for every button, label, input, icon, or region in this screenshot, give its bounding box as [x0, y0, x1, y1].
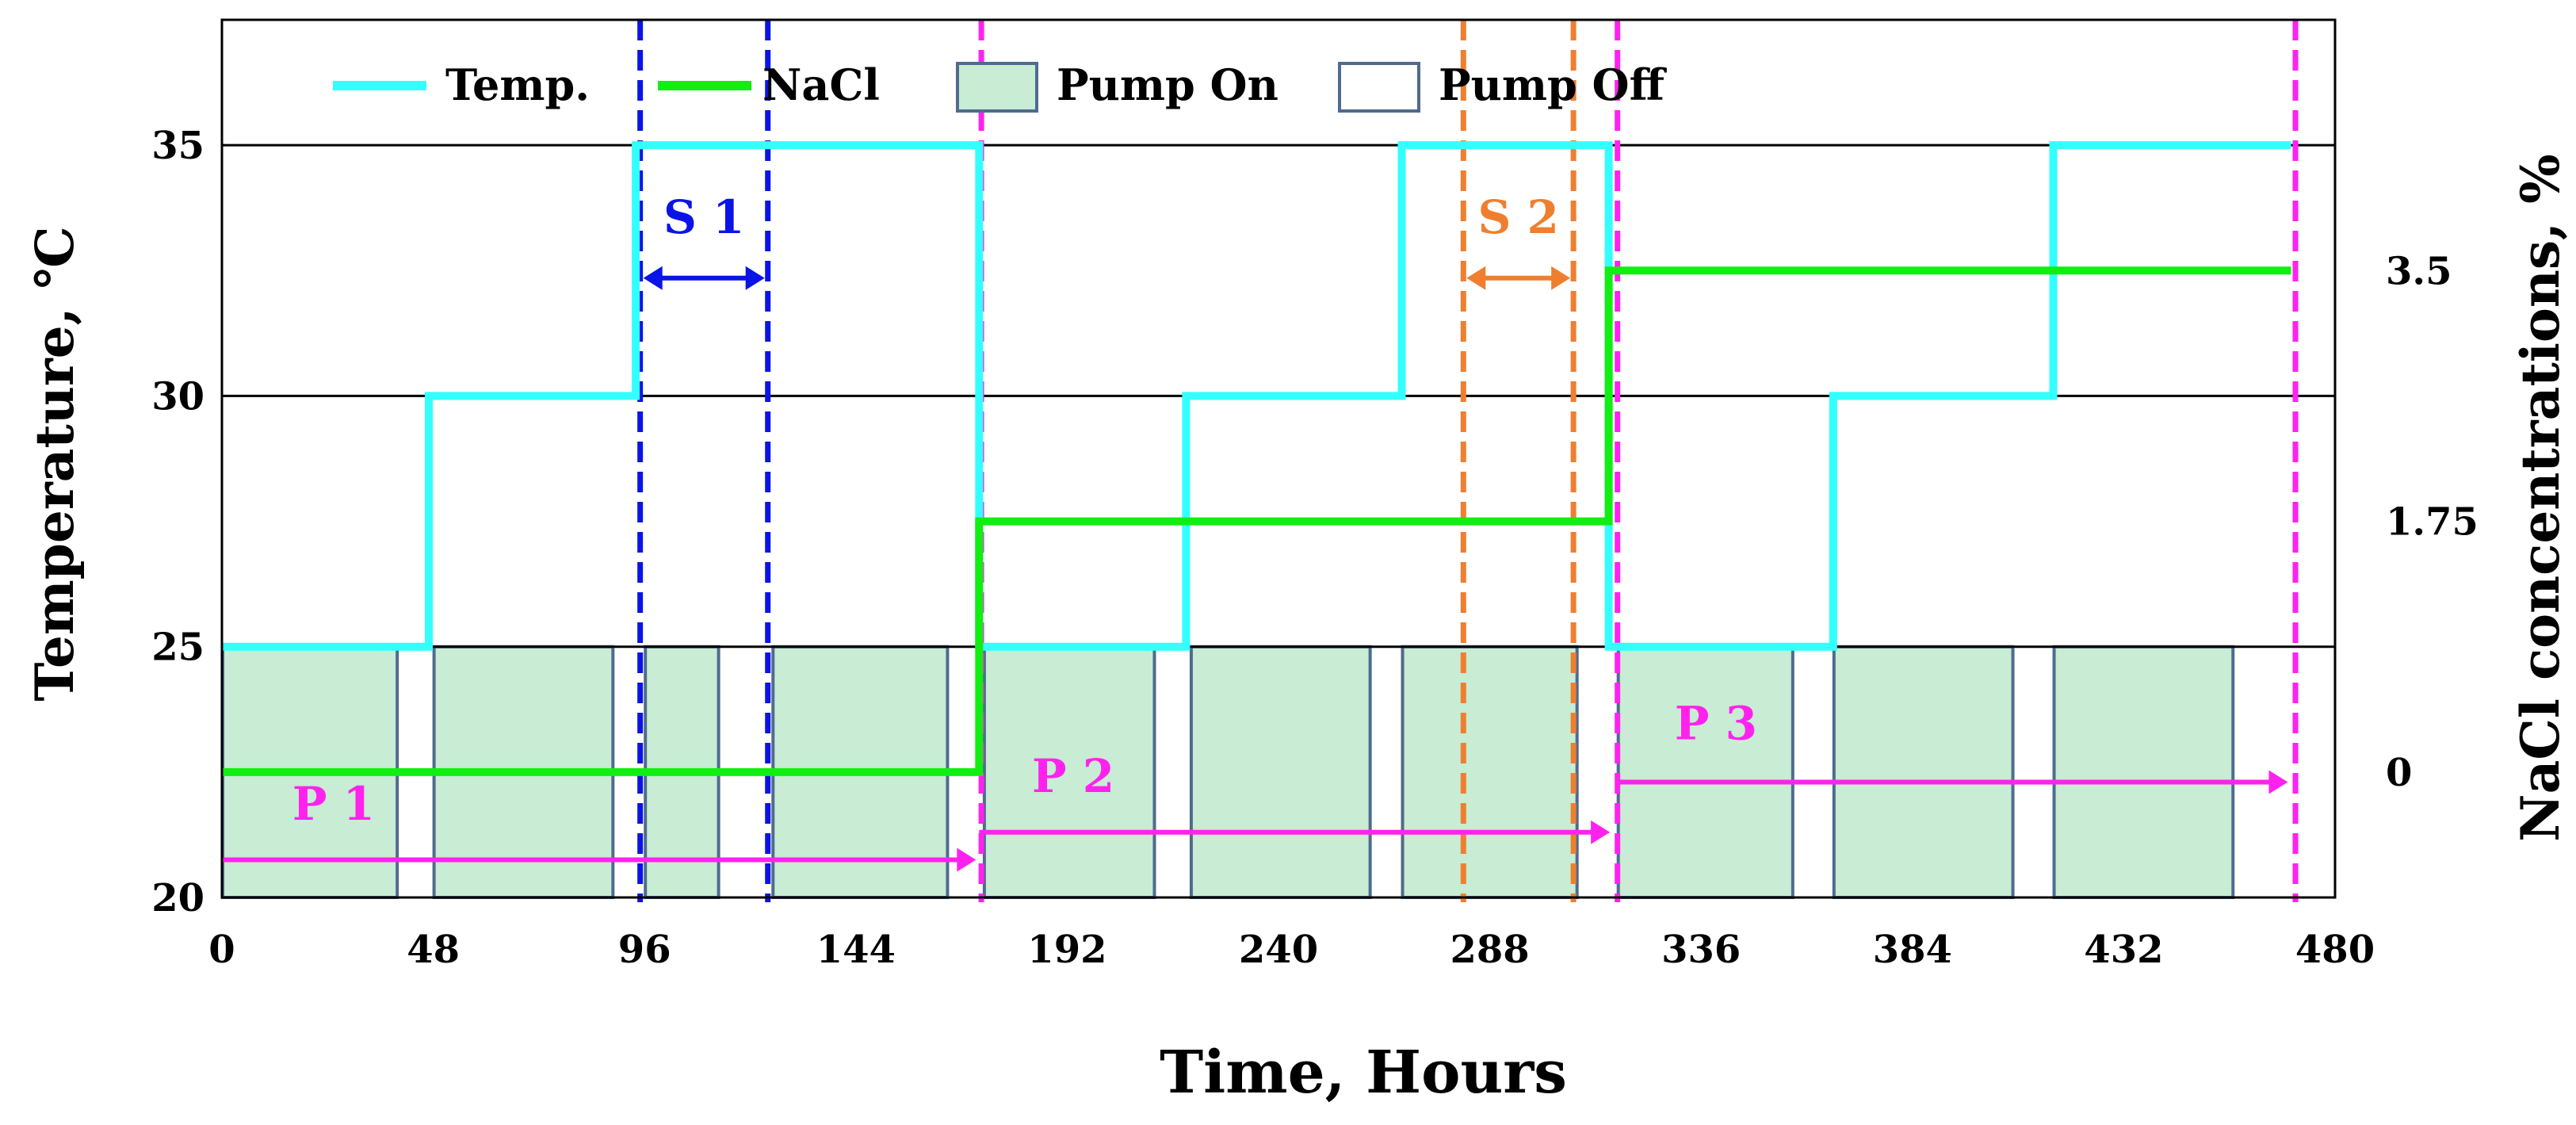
- s2-arrow-head-left: [1466, 266, 1486, 290]
- legend-nacl-label: NaCl: [762, 59, 880, 110]
- p1-arrow-head-right: [957, 848, 977, 872]
- legend: Temp. NaCl Pump On Pump Off: [333, 59, 1668, 113]
- p2-arrow-head-right: [1591, 820, 1611, 844]
- plot-frame: [220, 18, 2337, 899]
- legend-pump-on-label: Pump On: [1057, 59, 1278, 110]
- s1-arrow-head-right: [745, 266, 765, 290]
- x-tick-label-384: 384: [1873, 928, 1952, 972]
- s1-arrow-head-left: [643, 266, 663, 290]
- x-tick-labels: 0 48 96 144 192 240 288 336 384 432 480: [208, 928, 2375, 972]
- p2-label: P 2: [1032, 749, 1114, 803]
- x-tick-label-288: 288: [1450, 928, 1529, 972]
- legend-pump-off-label: Pump Off: [1439, 59, 1668, 110]
- y-tick-label-35: 35: [151, 124, 204, 168]
- pump-on-box-10: [2052, 645, 2235, 899]
- x-tick-label-0: 0: [208, 928, 235, 972]
- p3-label: P 3: [1675, 697, 1757, 751]
- y-tick-labels: 20 25 30 35: [151, 124, 204, 920]
- series-nacl-line: [222, 266, 2291, 776]
- pump-on-box-8: [1616, 645, 1794, 899]
- y-axis-label: Temperature, ℃: [24, 226, 86, 701]
- x-axis-label: Time, Hours: [1160, 1039, 1567, 1107]
- y-tick-label-25: 25: [151, 626, 204, 670]
- legend-pump-on-swatch: [956, 62, 1038, 113]
- p3-arrow-head-right: [2268, 770, 2288, 794]
- x-tick-label-144: 144: [816, 928, 896, 972]
- pump-on-box-7: [1401, 645, 1579, 899]
- legend-temp-label: Temp.: [445, 59, 590, 110]
- x-tick-label-480: 480: [2295, 928, 2375, 972]
- y-tick-label-30: 30: [151, 374, 204, 419]
- x-tick-label-240: 240: [1239, 928, 1318, 972]
- y-tick-label-20: 20: [151, 876, 204, 920]
- series-temp-line: [222, 141, 2291, 651]
- series-lines: [222, 141, 2291, 776]
- x-tick-label-96: 96: [618, 928, 671, 972]
- y2-tick-label-3-5: 3.5: [2386, 249, 2452, 293]
- y2-axis-label: NaCl concentrations, %: [2509, 154, 2571, 841]
- y2-tick-label-1-75: 1.75: [2386, 500, 2479, 545]
- x-tick-label-336: 336: [1661, 928, 1741, 972]
- s1-label: S 1: [663, 190, 744, 244]
- s2-arrow-head-right: [1551, 266, 1571, 290]
- legend-pump-off-swatch: [1338, 62, 1420, 113]
- x-tick-label-192: 192: [1027, 928, 1106, 972]
- p1-label: P 1: [292, 777, 375, 831]
- pump-on-box-6: [1189, 645, 1372, 899]
- y2-tick-labels: 0 1.75 3.5: [2386, 249, 2479, 795]
- pump-on-box-9: [1832, 645, 2015, 899]
- annotations: S 1 S 2 P 1 P 2 P 3: [222, 190, 2288, 872]
- x-tick-label-432: 432: [2084, 928, 2163, 972]
- x-tick-label-48: 48: [407, 928, 460, 972]
- y2-tick-label-0: 0: [2386, 751, 2412, 795]
- s2-label: S 2: [1477, 190, 1558, 244]
